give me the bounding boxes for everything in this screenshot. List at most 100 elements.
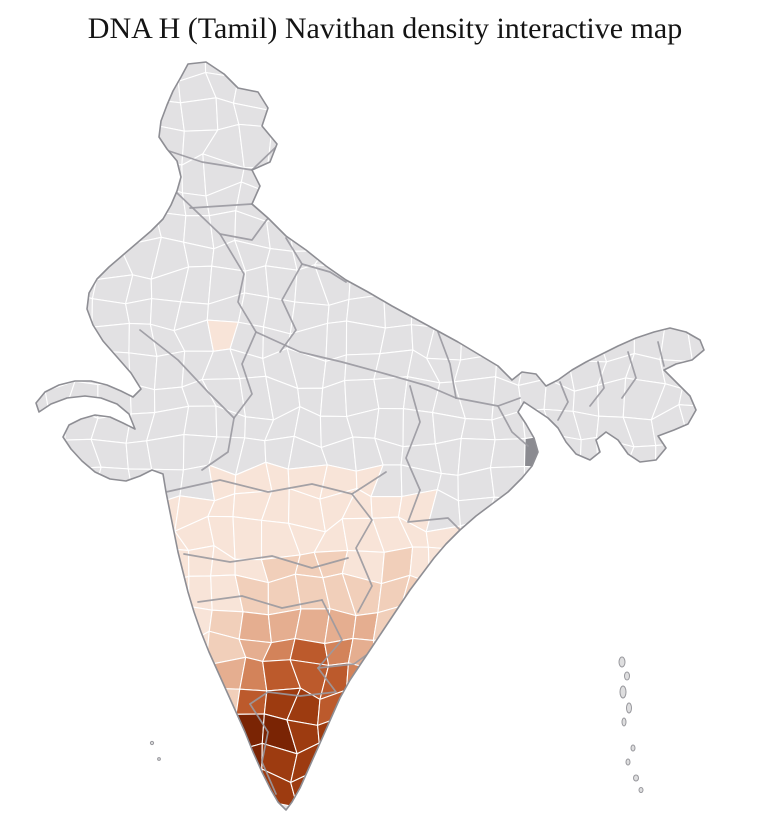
district-cell[interactable]	[153, 99, 185, 132]
district-cell[interactable]	[453, 603, 486, 637]
district-cell[interactable]	[350, 712, 383, 747]
district-cell[interactable]	[91, 298, 130, 328]
district-cell[interactable]	[346, 43, 383, 82]
andaman-nicobar-island[interactable]	[621, 717, 627, 727]
district-cell[interactable]	[345, 186, 375, 224]
district-cell[interactable]	[267, 69, 301, 111]
district-cell[interactable]	[379, 658, 405, 700]
district-cell[interactable]	[570, 129, 601, 163]
district-cell[interactable]	[399, 51, 436, 79]
district-cell[interactable]	[291, 101, 326, 131]
district-cell[interactable]	[15, 437, 44, 470]
district-cell[interactable]	[373, 376, 409, 410]
district-cell[interactable]	[681, 213, 719, 239]
district-cell[interactable]	[684, 519, 720, 561]
district-cell[interactable]	[509, 292, 554, 334]
district-cell[interactable]	[14, 579, 44, 611]
district-cell[interactable]	[63, 75, 100, 107]
district-cell[interactable]	[650, 304, 688, 330]
district-cell[interactable]	[681, 236, 719, 276]
district-cell[interactable]	[37, 774, 68, 811]
district-cell[interactable]	[412, 128, 440, 164]
district-cell[interactable]	[567, 44, 608, 84]
district-cell[interactable]	[379, 690, 414, 720]
district-cell[interactable]	[66, 547, 99, 578]
district-cell[interactable]	[372, 636, 405, 672]
district-cell[interactable]	[400, 605, 439, 640]
district-cell[interactable]	[460, 418, 496, 441]
district-cell[interactable]	[156, 770, 183, 806]
district-cell[interactable]	[40, 292, 78, 335]
district-cell[interactable]	[153, 632, 188, 659]
district-cell[interactable]	[125, 632, 163, 665]
district-cell[interactable]	[44, 380, 76, 419]
district-cell[interactable]	[429, 128, 468, 164]
andaman-nicobar-island[interactable]	[618, 656, 626, 668]
district-cell[interactable]	[10, 69, 39, 104]
district-cell[interactable]	[486, 496, 525, 522]
district-cell[interactable]	[482, 127, 518, 162]
district-cell[interactable]	[652, 740, 685, 784]
district-cell[interactable]	[597, 129, 636, 166]
district-cell[interactable]	[538, 767, 573, 806]
district-cell[interactable]	[597, 265, 638, 306]
district-cell[interactable]	[7, 746, 40, 782]
district-cell[interactable]	[652, 656, 691, 696]
district-cell[interactable]	[373, 349, 414, 380]
district-cell[interactable]	[127, 795, 159, 815]
district-cell[interactable]	[547, 741, 573, 781]
andaman-nicobar-island[interactable]	[626, 702, 632, 714]
district-cell[interactable]	[650, 272, 690, 306]
district-cell[interactable]	[461, 543, 495, 589]
andaman-nicobar-island[interactable]	[149, 740, 155, 746]
district-cell[interactable]	[46, 264, 74, 308]
district-cell[interactable]	[454, 584, 490, 612]
district-cell[interactable]	[539, 239, 571, 275]
district-cell[interactable]	[482, 72, 525, 106]
district-cell[interactable]	[512, 549, 553, 585]
district-cell[interactable]	[12, 520, 43, 558]
district-cell[interactable]	[235, 688, 268, 715]
district-cell[interactable]	[622, 67, 661, 103]
district-cell[interactable]	[568, 75, 609, 102]
district-cell[interactable]	[681, 769, 709, 808]
district-cell[interactable]	[319, 73, 357, 110]
district-cell[interactable]	[597, 695, 631, 721]
district-cell[interactable]	[566, 662, 608, 698]
district-cell[interactable]	[481, 743, 522, 777]
district-cell[interactable]	[538, 488, 578, 524]
district-cell[interactable]	[267, 41, 301, 81]
district-cell[interactable]	[653, 712, 685, 752]
district-cell[interactable]	[95, 547, 125, 583]
district-cell[interactable]	[510, 717, 549, 746]
district-cell[interactable]	[405, 75, 436, 108]
district-cell[interactable]	[481, 46, 525, 79]
district-cell[interactable]	[520, 603, 548, 644]
district-cell[interactable]	[598, 49, 628, 84]
andaman-nicobar-island[interactable]	[630, 744, 636, 752]
district-cell[interactable]	[374, 130, 415, 160]
district-cell[interactable]	[383, 293, 413, 329]
district-cell[interactable]	[153, 603, 190, 645]
district-cell[interactable]	[95, 602, 127, 644]
district-cell[interactable]	[10, 661, 42, 691]
district-cell[interactable]	[179, 97, 219, 132]
district-cell[interactable]	[376, 774, 409, 808]
district-cell[interactable]	[652, 573, 681, 616]
district-cell[interactable]	[404, 212, 441, 252]
district-cell[interactable]	[522, 264, 554, 295]
district-cell[interactable]	[37, 186, 73, 224]
district-cell[interactable]	[453, 631, 496, 672]
district-cell[interactable]	[565, 239, 599, 275]
district-cell[interactable]	[565, 577, 603, 612]
district-cell[interactable]	[345, 689, 384, 716]
district-cell[interactable]	[597, 712, 634, 745]
district-cell[interactable]	[212, 797, 244, 815]
district-cell[interactable]	[456, 742, 484, 779]
district-cell[interactable]	[37, 46, 70, 81]
district-cell[interactable]	[62, 488, 97, 528]
district-cell[interactable]	[37, 467, 73, 496]
district-cell[interactable]	[600, 184, 636, 220]
district-cell[interactable]	[405, 97, 432, 132]
